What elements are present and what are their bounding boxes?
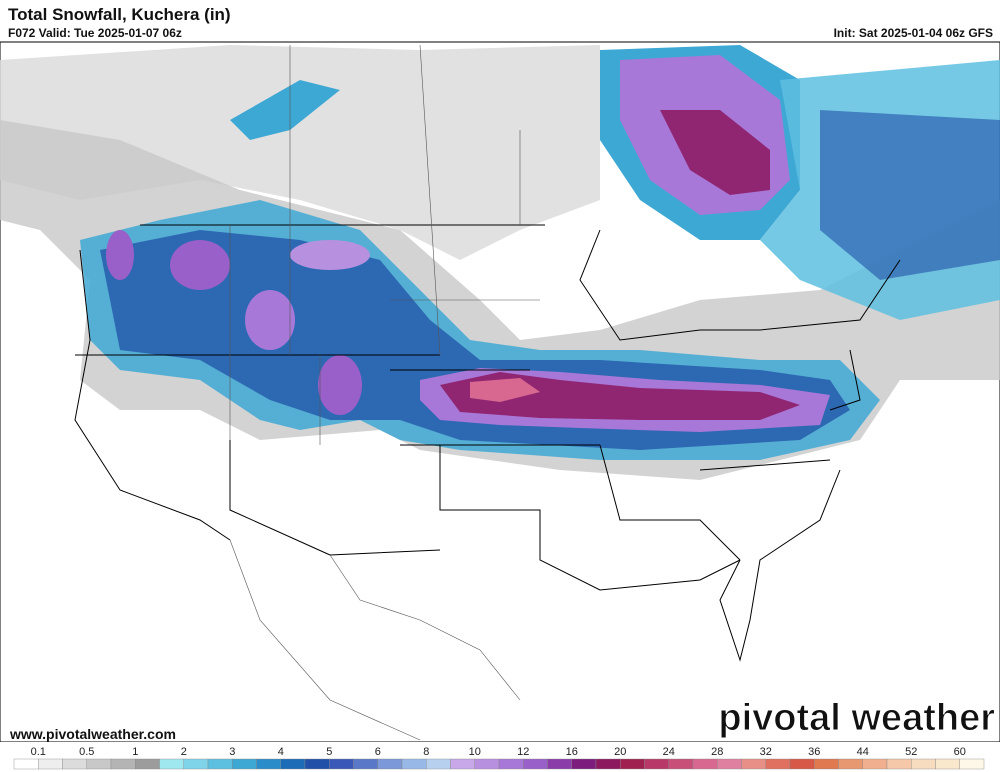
colorbar-label: 28 [711,746,723,758]
colorbar-swatch [401,758,427,770]
colorbar-swatch [207,758,233,770]
colorbar-label: 36 [808,746,820,758]
colorbar-label: 10 [469,746,481,758]
colorbar-label: 2 [181,746,187,758]
colorbar-label: 0.5 [79,746,94,758]
colorbar-swatch [329,758,354,770]
colorbar-label: 0.1 [31,746,46,758]
colorbar-swatch [765,758,791,770]
colorbar-swatch [959,758,985,770]
map [0,41,1000,743]
colorbar-label: 16 [566,746,578,758]
colorbar-swatch [304,758,330,770]
colorbar-swatch [862,758,888,770]
colorbar-label: 60 [954,746,966,758]
colorbar-label: 44 [857,746,869,758]
colorbar-swatch [644,758,669,770]
colorbar-swatch [38,758,63,770]
init-time: Init: Sat 2025-01-04 06z GFS [834,26,993,40]
colorbar-swatch [935,758,960,770]
valid-time: F072 Valid: Tue 2025-01-07 06z [8,26,182,40]
colorbar-label: 4 [278,746,284,758]
colorbar-swatch [86,758,112,770]
colorbar-swatch [13,758,39,770]
colorbar: 0.1 0.5 1 2 3 4 5 6 8 10 12 16 20 24 28 32 36 44 52 60 [0,742,1000,772]
colorbar-swatch [280,758,306,770]
colorbar-swatch [159,758,184,770]
colorbar-label: 24 [663,746,675,758]
colorbar-label: 52 [905,746,917,758]
colorbar-label: 5 [326,746,332,758]
colorbar-swatch [523,758,548,770]
colorbar-swatch [353,758,378,770]
colorbar-swatch [692,758,718,770]
colorbar-swatch [183,758,209,770]
map-title: Total Snowfall, Kuchera (in) [8,5,231,24]
colorbar-swatch [668,758,694,770]
colorbar-swatch [595,758,621,770]
colorbar-label: 8 [423,746,429,758]
colorbar-swatch [498,758,524,770]
colorbar-swatch [814,758,839,770]
colorbar-label: 1 [132,746,138,758]
colorbar-swatch [547,758,572,770]
colorbar-label: 3 [229,746,235,758]
logo: pivotal weather [718,697,995,739]
colorbar-swatch [911,758,936,770]
colorbar-swatch [741,758,766,770]
colorbar-swatch [426,758,451,770]
colorbar-swatch [110,758,136,770]
colorbar-swatch [474,758,500,770]
website: www.pivotalweather.com [9,726,176,742]
colorbar-swatch [377,758,403,770]
colorbar-swatch [135,758,160,770]
colorbar-swatch [571,758,597,770]
colorbar-swatch [886,758,912,770]
colorbar-swatch [450,758,475,770]
colorbar-label: 12 [517,746,529,758]
colorbar-swatch [256,758,281,770]
colorbar-label: 6 [375,746,381,758]
colorbar-swatch [789,758,815,770]
colorbar-label: 20 [614,746,626,758]
colorbar-swatch [620,758,645,770]
colorbar-label: 32 [760,746,772,758]
colorbar-swatch [232,758,257,770]
colorbar-swatch [62,758,87,770]
colorbar-swatch [717,758,742,770]
colorbar-swatch [838,758,863,770]
